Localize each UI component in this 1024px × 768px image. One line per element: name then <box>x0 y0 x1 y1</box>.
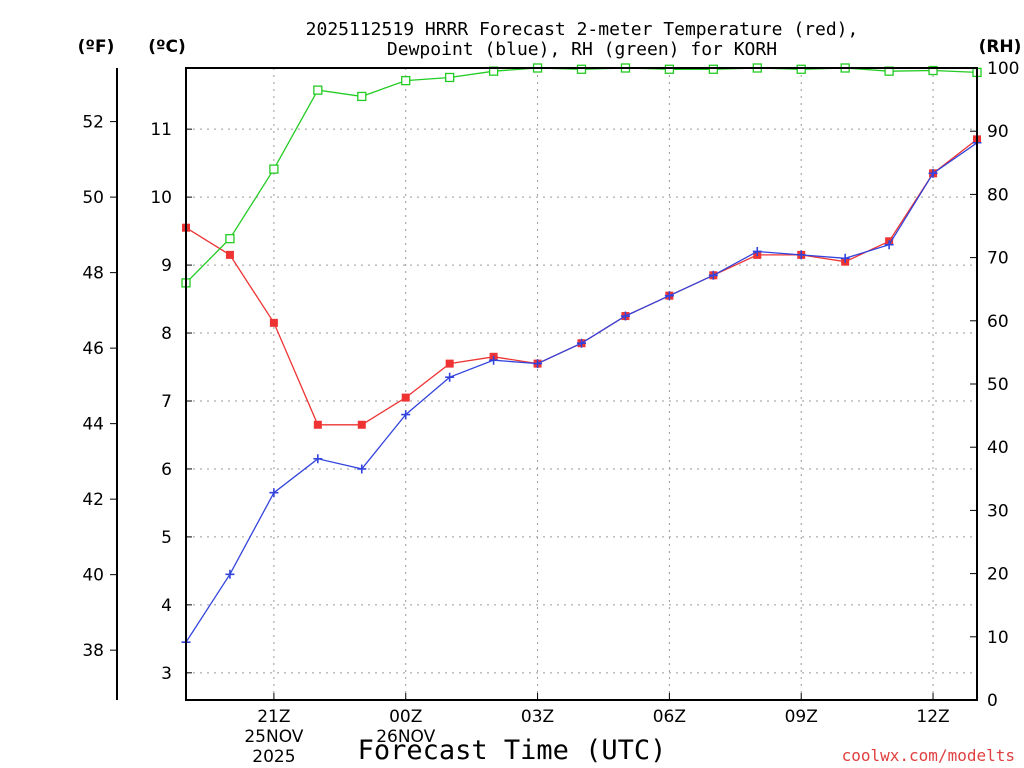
rh-point <box>928 65 938 76</box>
rh-tick-label: 30 <box>987 501 1009 521</box>
temperature-point <box>445 359 454 368</box>
series-layer <box>181 63 982 647</box>
x-tick-label: 21Z <box>257 707 290 727</box>
rh-tick-label: 40 <box>987 438 1009 458</box>
grid <box>186 68 977 700</box>
dewpoint-point <box>313 454 323 464</box>
plot-frame <box>185 67 978 701</box>
fahrenheit-tick-label: 42 <box>82 490 104 510</box>
fahrenheit-tick-label: 44 <box>82 415 104 435</box>
fahrenheit-tick-label: 46 <box>82 339 104 359</box>
dewpoint-point <box>796 250 806 260</box>
celsius-tick-label: 9 <box>161 256 172 276</box>
dewpoint-point <box>752 246 762 256</box>
rh-point <box>269 164 279 174</box>
dewpoint-point <box>401 410 411 420</box>
rh-point <box>576 64 587 74</box>
rh-point <box>708 64 718 74</box>
rh-series-line <box>185 67 978 284</box>
rh-tick-label: 20 <box>987 565 1009 585</box>
celsius-tick-label: 6 <box>161 460 172 480</box>
fahrenheit-tick-label: 40 <box>82 566 104 586</box>
celsius-tick-label: 7 <box>161 392 172 412</box>
rh-axis: 0 10 20 30 40 50 60 70 80 90 100 <box>970 59 1019 711</box>
dewpoint-point <box>708 270 718 280</box>
chart-title-line1: 2025112519 HRRR Forecast 2-meter Tempera… <box>306 19 859 40</box>
x-axis-label: Forecast Time (UTC) <box>358 735 667 766</box>
dewpoint-point <box>357 464 367 474</box>
celsius-tick-label: 10 <box>150 188 172 208</box>
rh-point <box>401 75 411 86</box>
rh-tick-label: 60 <box>987 312 1009 332</box>
rh-axis-unit: (RH) <box>979 37 1022 57</box>
temperature-point <box>401 393 410 402</box>
chart-title-line2: Dewpoint (blue), RH (green) for KORH <box>387 39 777 60</box>
celsius-tick-label: 3 <box>161 664 172 684</box>
fahrenheit-axis: 38 40 42 44 46 48 50 52 <box>82 113 117 661</box>
rh-point <box>664 64 675 74</box>
rh-tick-label: 100 <box>987 59 1019 79</box>
fahrenheit-tick-label: 52 <box>82 113 104 133</box>
fahrenheit-tick-label: 50 <box>82 188 104 208</box>
fahrenheit-tick-label: 48 <box>82 264 104 284</box>
dewpoint-series-line <box>185 142 978 643</box>
dewpoint-point <box>664 291 674 301</box>
rh-tick-label: 70 <box>987 249 1009 269</box>
dewpoint-point <box>884 240 894 250</box>
x-tick-date: 26NOV <box>376 727 435 747</box>
x-tick-year: 2025 <box>252 747 295 767</box>
rh-point <box>225 233 235 244</box>
x-tick-date: 25NOV <box>244 727 303 747</box>
x-tick-label: 12Z <box>916 707 949 727</box>
rh-point <box>445 72 455 83</box>
rh-tick-label: 80 <box>987 185 1009 205</box>
temperature-point <box>225 250 234 259</box>
celsius-axis: 3 4 5 6 7 8 9 10 11 <box>150 120 192 684</box>
rh-tick-label: 0 <box>987 691 998 711</box>
fahrenheit-axis-unit: (ºF) <box>78 37 115 57</box>
celsius-tick-label: 5 <box>161 528 172 548</box>
dewpoint-point <box>225 569 235 579</box>
rh-point <box>313 85 323 95</box>
x-tick-label: 03Z <box>521 707 554 727</box>
x-tick-label: 06Z <box>653 707 686 727</box>
celsius-tick-label: 11 <box>150 120 172 140</box>
dewpoint-point <box>445 372 455 382</box>
celsius-axis-unit: (ºC) <box>148 37 186 57</box>
rh-point <box>796 64 806 74</box>
rh-point <box>357 91 367 102</box>
dewpoint-point <box>620 311 630 321</box>
x-tick-label: 09Z <box>785 707 818 727</box>
dewpoint-point <box>840 253 850 263</box>
celsius-tick-label: 8 <box>161 324 172 344</box>
rh-tick-label: 50 <box>987 375 1009 395</box>
x-tick-label: 00Z <box>389 707 422 727</box>
temperature-point <box>313 420 322 429</box>
fahrenheit-tick-label: 38 <box>82 641 104 661</box>
rh-tick-label: 10 <box>987 628 1009 648</box>
celsius-tick-label: 4 <box>161 596 172 616</box>
dewpoint-point <box>533 359 543 369</box>
dewpoint-point <box>489 355 499 365</box>
dewpoint-point <box>577 338 586 348</box>
rh-tick-label: 90 <box>987 122 1009 142</box>
temperature-series-line <box>185 138 978 426</box>
temperature-point <box>269 318 278 327</box>
dewpoint-point <box>928 168 938 178</box>
dewpoint-point <box>269 488 279 498</box>
credit-text: coolwx.com/modelts <box>842 746 1015 765</box>
temperature-point <box>357 420 366 429</box>
